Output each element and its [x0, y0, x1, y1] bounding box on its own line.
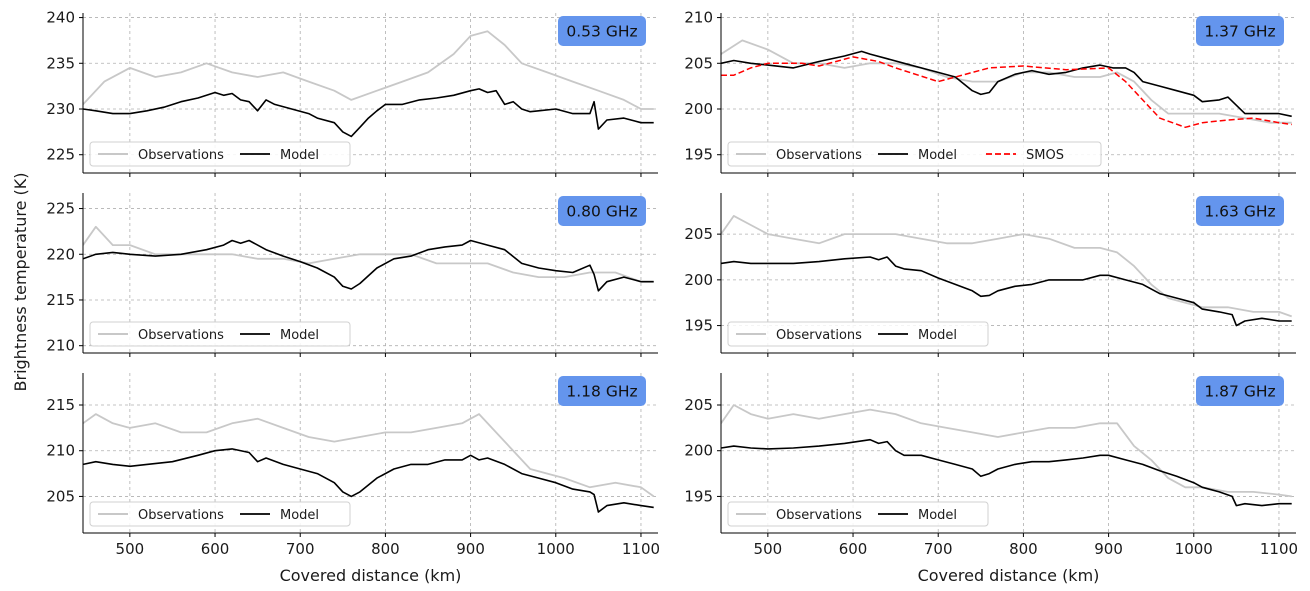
x-tick-label: 800 — [371, 540, 400, 558]
legend-box — [727, 321, 989, 347]
panel-4: 205 210 215 500 600 700 800 900 1000 1100 Covered … — [46, 373, 660, 585]
x-tick-label: 500 — [116, 540, 145, 558]
y-tick-label: 220 — [46, 245, 75, 263]
x-tick-label: 800 — [1009, 540, 1038, 558]
frequency-badge — [558, 376, 646, 406]
x-axis-label: Covered distance (km) — [280, 566, 462, 585]
legend-label-observations: Observations — [776, 148, 862, 163]
legend-label-observations: Observations — [776, 328, 862, 343]
frequency-badge-label: 0.53 GHz — [566, 23, 637, 41]
y-tick-label: 225 — [46, 146, 75, 164]
series-model-line — [721, 438, 1292, 507]
series-group — [721, 39, 1292, 129]
y-tick-label: 215 — [46, 291, 75, 309]
legend-label-smos: SMOS — [1026, 148, 1064, 163]
y-axis-label: Brightness temperature (K) — [11, 173, 30, 392]
legend-label-observations: Observations — [776, 508, 862, 523]
panel-2: 210 215 220 225 0.80 GHz Observations Model — [46, 193, 658, 357]
y-tick-label: 205 — [46, 487, 75, 505]
legend-box — [89, 501, 351, 527]
series-model-line — [721, 50, 1292, 118]
y-tick-label: 240 — [46, 9, 75, 27]
y-tick-label: 210 — [46, 442, 75, 460]
x-tick-label: 900 — [456, 540, 485, 558]
frequency-badge-label: 1.63 GHz — [1204, 203, 1275, 221]
legend-label-model: Model — [918, 148, 957, 163]
x-tick-label: 700 — [924, 540, 953, 558]
panel-5: 195 200 205 500 600 700 800 900 1000 1100 Covered … — [684, 373, 1298, 585]
y-tick-label: 235 — [46, 54, 75, 72]
frequency-badge — [1196, 196, 1284, 226]
x-tick-label: 1000 — [1175, 540, 1213, 558]
frequency-badge — [1196, 16, 1284, 46]
panel-1: 195 200 205 210 1.37 GHz Observations Model SMO… — [684, 9, 1296, 177]
y-tick-label: 210 — [684, 9, 713, 27]
series-model-line — [721, 256, 1292, 327]
y-tick-label: 205 — [684, 225, 713, 243]
panel-3: 195 200 205 1.63 GHz Observations Model — [684, 193, 1296, 357]
series-observations-line — [721, 404, 1292, 498]
series-group — [721, 404, 1292, 507]
legend-label-model: Model — [280, 328, 319, 343]
frequency-badge — [558, 16, 646, 46]
x-tick-label: 900 — [1094, 540, 1123, 558]
series-smos-line — [721, 56, 1292, 129]
frequency-badge — [558, 196, 646, 226]
y-tick-label: 225 — [46, 200, 75, 218]
series-group — [83, 30, 654, 138]
series-model-line — [83, 239, 654, 292]
series-observations-line — [83, 413, 655, 498]
frequency-badge — [1196, 376, 1284, 406]
frequency-badge-label: 0.80 GHz — [566, 203, 637, 221]
y-tick-label: 230 — [46, 100, 75, 118]
legend-box — [89, 141, 351, 167]
legend-label-model: Model — [280, 508, 319, 523]
frequency-badge-label: 1.37 GHz — [1204, 23, 1275, 41]
y-tick-label: 205 — [684, 396, 713, 414]
frequency-badge-label: 1.87 GHz — [1204, 383, 1275, 401]
series-group — [83, 413, 655, 513]
legend-box — [727, 501, 989, 527]
series-observations-line — [83, 30, 654, 110]
x-tick-label: 600 — [839, 540, 868, 558]
y-tick-label: 195 — [684, 146, 713, 164]
series-observations-line — [721, 214, 1293, 318]
series-observations-line — [721, 39, 1292, 124]
series-group — [721, 214, 1293, 327]
y-tick-label: 210 — [46, 337, 75, 355]
series-model-line — [83, 448, 654, 513]
panel-0: 225 230 235 240 0.53 GHz Observations Model — [46, 9, 658, 177]
legend-label-observations: Observations — [138, 508, 224, 523]
frequency-badge-label: 1.18 GHz — [566, 383, 637, 401]
y-tick-label: 205 — [684, 54, 713, 72]
y-tick-label: 195 — [684, 317, 713, 335]
y-tick-label: 200 — [684, 442, 713, 460]
legend-box — [727, 141, 1102, 167]
legend-label-observations: Observations — [138, 148, 224, 163]
legend-label-model: Model — [918, 328, 957, 343]
series-model-line — [83, 88, 654, 138]
x-tick-label: 1100 — [622, 540, 660, 558]
x-tick-label: 700 — [286, 540, 315, 558]
y-tick-label: 195 — [684, 487, 713, 505]
x-tick-label: 1100 — [1260, 540, 1298, 558]
x-tick-label: 600 — [201, 540, 230, 558]
y-tick-label: 215 — [46, 396, 75, 414]
series-group — [83, 225, 654, 292]
series-observations-line — [83, 225, 654, 283]
y-tick-label: 200 — [684, 271, 713, 289]
legend-label-model: Model — [918, 508, 957, 523]
x-tick-label: 500 — [754, 540, 783, 558]
x-tick-label: 1000 — [537, 540, 575, 558]
y-tick-label: 200 — [684, 100, 713, 118]
legend-label-observations: Observations — [138, 328, 224, 343]
legend-label-model: Model — [280, 148, 319, 163]
x-axis-label: Covered distance (km) — [918, 566, 1100, 585]
legend-box — [89, 321, 351, 347]
